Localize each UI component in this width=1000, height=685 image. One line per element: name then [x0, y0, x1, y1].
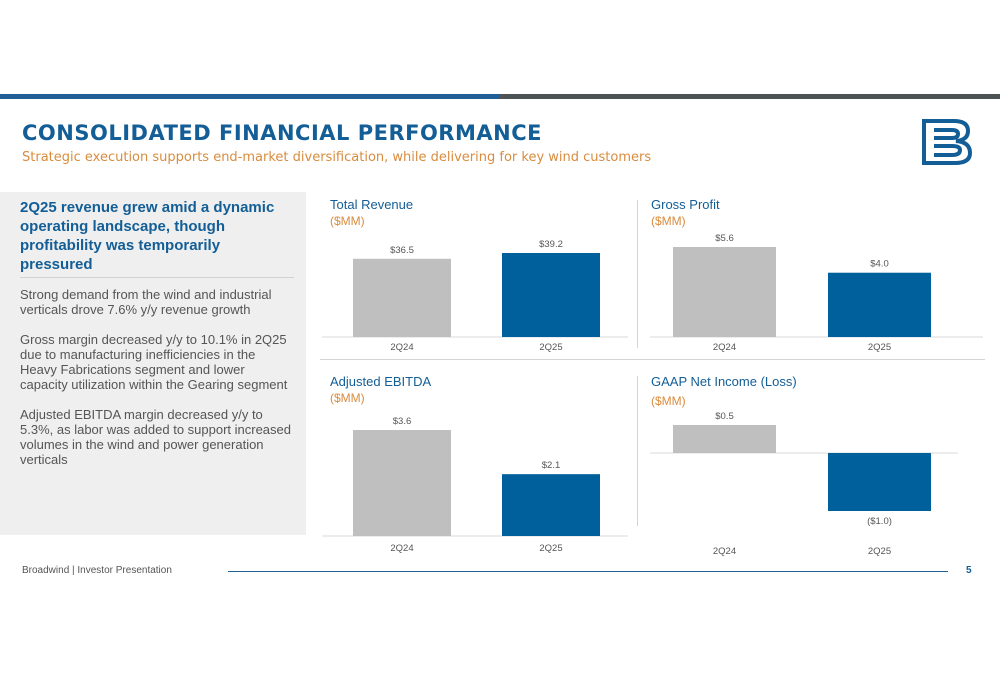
broadwind-b-logo-icon	[922, 119, 973, 165]
chart-category-label-total-revenue-2q25: 2Q25	[539, 342, 562, 353]
chart-bar-gross-profit-2q25	[828, 272, 931, 337]
chart-bar-gross-profit-2q24	[673, 247, 776, 337]
chart-unit-net-income: ($MM)	[651, 394, 686, 408]
chart-unit-total-revenue: ($MM)	[330, 214, 365, 228]
chart-separator-vertical-top	[637, 200, 638, 348]
chart-value-label-adjusted-ebitda-2q25: $2.1	[542, 460, 561, 471]
page-subtitle: Strategic execution supports end-market …	[22, 150, 652, 165]
chart-bar-net-income-2q24	[673, 425, 776, 453]
chart-bar-net-income-2q25	[828, 453, 931, 511]
summary-heading: 2Q25 revenue grew amid a dynamic operati…	[20, 199, 275, 273]
summary-paragraph-gross-margin: Gross margin decreased y/y to 10.1% in 2…	[20, 332, 288, 392]
chart-category-label-gross-profit-2q25: 2Q25	[868, 342, 891, 353]
chart-value-label-gross-profit-2q24: $5.6	[715, 233, 734, 244]
chart-title-total-revenue: Total Revenue	[330, 197, 414, 212]
chart-value-label-total-revenue-2q25: $39.2	[539, 239, 563, 250]
chart-separator-horizontal	[320, 359, 985, 360]
chart-value-label-total-revenue-2q24: $36.5	[390, 245, 414, 256]
chart-unit-gross-profit: ($MM)	[651, 214, 686, 228]
chart-category-label-net-income-2q25: 2Q25	[868, 546, 891, 557]
chart-category-label-adjusted-ebitda-2q25: 2Q25	[539, 543, 562, 554]
footer-label: Broadwind | Investor Presentation	[22, 565, 172, 576]
chart-bar-adjusted-ebitda-2q25	[502, 474, 600, 536]
chart-category-label-total-revenue-2q24: 2Q24	[390, 342, 413, 353]
chart-separator-vertical-bottom	[637, 376, 638, 526]
chart-category-label-gross-profit-2q24: 2Q24	[713, 342, 736, 353]
chart-bar-total-revenue-2q24	[353, 258, 451, 337]
top-accent-bar-gray	[500, 94, 1000, 99]
footer-rule	[228, 571, 948, 572]
chart-value-label-net-income-2q25: ($1.0)	[867, 516, 892, 527]
chart-value-label-gross-profit-2q25: $4.0	[870, 259, 889, 270]
chart-bar-total-revenue-2q25	[502, 253, 600, 337]
summary-divider	[20, 277, 294, 278]
chart-title-gross-profit: Gross Profit	[651, 197, 720, 212]
summary-panel	[0, 192, 306, 535]
chart-category-label-net-income-2q24: 2Q24	[713, 546, 736, 557]
chart-unit-adjusted-ebitda: ($MM)	[330, 391, 365, 405]
chart-title-net-income: GAAP Net Income (Loss)	[651, 374, 797, 389]
chart-title-adjusted-ebitda: Adjusted EBITDA	[330, 374, 432, 389]
chart-bar-adjusted-ebitda-2q24	[353, 430, 451, 536]
summary-body: Strong demand from the wind and industri…	[20, 287, 292, 482]
chart-value-label-adjusted-ebitda-2q24: $3.6	[393, 416, 412, 427]
chart-category-label-adjusted-ebitda-2q24: 2Q24	[390, 543, 413, 554]
top-accent-bar-blue	[0, 94, 500, 99]
summary-paragraph-revenue: Strong demand from the wind and industri…	[20, 287, 272, 317]
summary-paragraph-ebitda-margin: Adjusted EBITDA margin decreased y/y to …	[20, 407, 292, 467]
page-title: CONSOLIDATED FINANCIAL PERFORMANCE	[22, 121, 542, 145]
chart-value-label-net-income-2q24: $0.5	[715, 411, 734, 422]
page-number: 5	[966, 565, 972, 576]
